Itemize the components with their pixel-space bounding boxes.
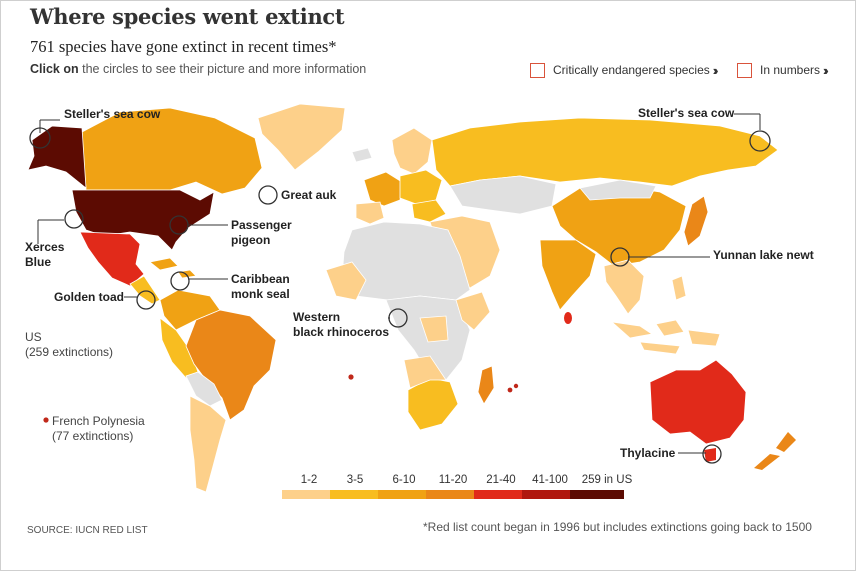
label-line-1: Passenger (231, 218, 292, 232)
species-circle-golden-toad[interactable] (136, 290, 156, 310)
region-africa-east[interactable] (455, 291, 491, 331)
checkbox-icon[interactable] (737, 62, 752, 78)
label-line-1: Western (293, 310, 341, 324)
label-line-1: Caribbean (231, 272, 290, 286)
region-mongolia[interactable] (579, 179, 657, 201)
legend-label: 6-10 (392, 474, 416, 486)
legend-label: 41-100 (532, 474, 568, 486)
label-line-2: monk seal (231, 287, 290, 301)
note-line-1: US (25, 330, 42, 344)
species-circle-yunnan-lake-newt[interactable] (610, 247, 630, 267)
note-french-polynesia: French Polynesia (77 extinctions) (52, 414, 145, 444)
species-circle-xerces-blue[interactable] (64, 209, 84, 229)
label-great-auk[interactable]: Great auk (281, 188, 337, 202)
label-western-black-rhinoceros[interactable]: Western black rhinoceros (293, 310, 389, 340)
legend-label: 21-40 (486, 474, 516, 486)
region-greenland[interactable] (257, 103, 346, 171)
island-french-polynesia[interactable] (43, 417, 49, 423)
label-xerces-blue[interactable]: Xerces Blue (25, 240, 64, 270)
region-iceland[interactable] (351, 147, 373, 163)
instruction-text: Click on the circles to see their pictur… (30, 62, 366, 76)
region-argentina[interactable] (189, 395, 227, 493)
label-line-2: pigeon (231, 233, 271, 247)
legend-swatch (282, 490, 336, 499)
toggle-label: Critically endangered species (553, 63, 710, 77)
region-india[interactable] (539, 239, 597, 311)
region-bolivia[interactable] (185, 371, 223, 407)
region-russia[interactable] (431, 117, 779, 187)
region-iberia[interactable] (355, 201, 385, 225)
legend-swatch (426, 490, 480, 499)
instruction-rest: the circles to see their picture and mor… (78, 62, 367, 76)
species-circle-western-black-rhinoceros[interactable] (388, 308, 408, 328)
region-southern-africa[interactable] (403, 355, 447, 389)
region-europe-west[interactable] (363, 171, 403, 207)
region-se-asia[interactable] (603, 259, 645, 315)
region-japan[interactable] (683, 195, 709, 247)
label-caribbean-monk-seal[interactable]: Caribbean monk seal (231, 272, 290, 302)
region-indonesia[interactable] (610, 319, 721, 355)
island-mascarene-2[interactable] (513, 383, 519, 389)
label-line-2: Blue (25, 255, 52, 269)
legend-swatch (330, 490, 384, 499)
legend-swatch (570, 490, 624, 499)
legend-label: 1-2 (300, 474, 318, 486)
region-brazil[interactable] (185, 309, 277, 421)
species-circle-thylacine[interactable] (702, 444, 722, 464)
region-new-zealand[interactable] (754, 432, 796, 470)
legend-label: 11-20 (438, 474, 468, 486)
label-thylacine[interactable]: Thylacine (620, 446, 676, 460)
species-circle-caribbean-monk-seal[interactable] (170, 271, 190, 291)
label-golden-toad[interactable]: Golden toad (54, 290, 124, 304)
legend-swatch (378, 490, 432, 499)
label-stellers-sea-cow-left[interactable]: Steller's sea cow (64, 107, 161, 121)
label-line-2: black rhinoceros (293, 325, 390, 339)
page-subtitle: 761 species have gone extinct in recent … (30, 37, 337, 56)
instruction-bold: Click on (30, 62, 79, 76)
footnote: *Red list count began in 1996 but includ… (423, 520, 812, 534)
note-us: US (259 extinctions) (25, 330, 113, 360)
region-sri-lanka[interactable] (564, 312, 572, 324)
region-tasmania[interactable] (704, 448, 716, 462)
region-alaska[interactable] (27, 125, 87, 189)
region-australia[interactable] (649, 359, 747, 445)
note-line-2: (259 extinctions) (25, 345, 114, 359)
source-note: SOURCE: IUCN RED LIST (27, 525, 148, 536)
species-circle-passenger-pigeon[interactable] (169, 215, 189, 235)
legend-label: 3-5 (346, 474, 364, 486)
region-africa-central-highlight[interactable] (419, 315, 449, 343)
toggle-in-numbers[interactable]: In numbers ›› (737, 61, 828, 79)
region-philippines[interactable] (671, 275, 687, 301)
island-atlantic[interactable] (348, 374, 354, 380)
region-mexico[interactable] (79, 231, 145, 287)
label-stellers-sea-cow-right[interactable]: Steller's sea cow (638, 106, 735, 120)
note-line-1: French Polynesia (52, 414, 145, 428)
region-madagascar[interactable] (477, 365, 495, 405)
region-africa-west[interactable] (325, 261, 367, 301)
region-europe-north[interactable] (391, 127, 433, 175)
legend-label: 259 in US (581, 474, 633, 486)
region-balkans[interactable] (411, 199, 447, 223)
label-passenger-pigeon[interactable]: Passenger pigeon (231, 218, 292, 248)
species-circle-stellers-sea-cow-right[interactable] (749, 130, 771, 152)
toggle-label: In numbers (760, 63, 821, 77)
note-line-2: (77 extinctions) (52, 429, 134, 443)
page-title: Where species went extinct (30, 4, 345, 29)
species-circle-stellers-sea-cow-left[interactable] (29, 127, 51, 149)
island-mascarene-1[interactable] (507, 387, 513, 393)
species-circle-great-auk[interactable] (258, 185, 278, 205)
label-line-1: Xerces (25, 240, 65, 254)
checkbox-icon[interactable] (530, 62, 545, 78)
label-yunnan-lake-newt[interactable]: Yunnan lake newt (713, 248, 814, 262)
legend-swatch (474, 490, 528, 499)
region-europe-central[interactable] (399, 169, 443, 205)
legend-swatch (522, 490, 576, 499)
